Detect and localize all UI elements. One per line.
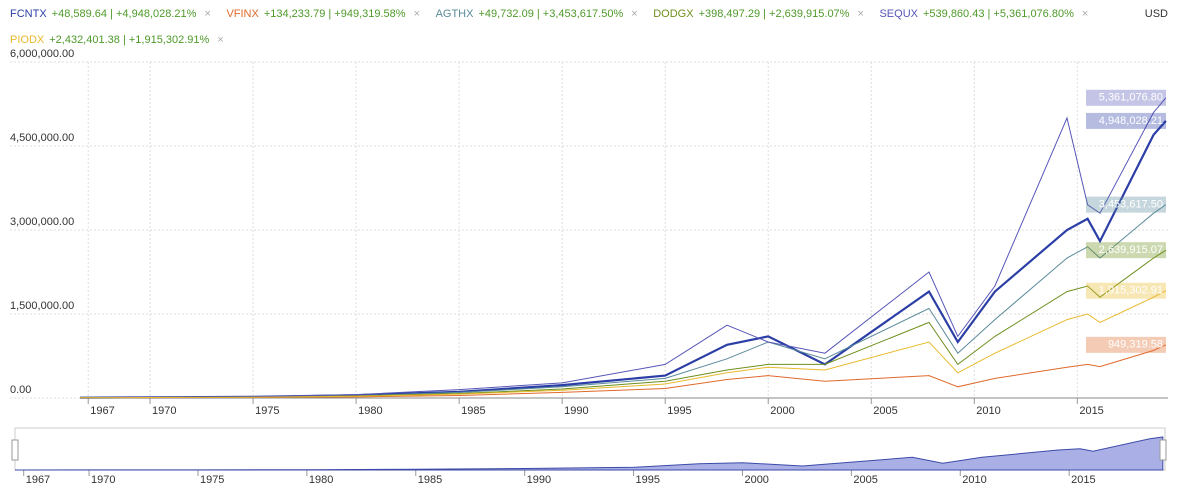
x-tick-label: 1990 (564, 405, 588, 417)
end-label-bg (1086, 282, 1166, 299)
legend-remove[interactable]: × (631, 8, 637, 20)
x-tick-label: 1995 (667, 405, 691, 417)
y-tick-label: 3,000,000.00 (10, 216, 74, 228)
end-label-bg (1086, 196, 1166, 213)
x-tick-label: 1975 (255, 405, 279, 417)
navigator-handle[interactable] (11, 439, 19, 461)
legend-name[interactable]: AGTHX (436, 8, 475, 20)
end-label: 2,639,915.07 (1099, 244, 1163, 256)
series-line (79, 97, 1167, 399)
legend-name[interactable]: VFINX (226, 8, 259, 20)
legend-stats: +49,732.09 | +3,453,617.50% (478, 8, 623, 20)
end-label-bg (1086, 112, 1166, 129)
legend-stats: +2,432,401.38 | +1,915,302.91% (49, 34, 209, 46)
navigator-tick-label: 2015 (1071, 474, 1095, 486)
x-tick-label: 1970 (152, 405, 176, 417)
legend-stats: +48,589.64 | +4,948,028.21% (52, 8, 197, 20)
end-label-bg (1086, 242, 1166, 259)
series-line (79, 120, 1167, 399)
navigator-tick-label: 1975 (200, 474, 224, 486)
series-line (79, 204, 1167, 399)
navigator-tick-label: 2005 (853, 474, 877, 486)
navigator-area (14, 436, 1164, 471)
legend-stats: +398,497.29 | +2,639,915.07% (699, 8, 850, 20)
legend-remove[interactable]: × (1082, 8, 1088, 20)
legend-remove[interactable]: × (217, 34, 223, 46)
end-label: 1,915,302.91 (1099, 285, 1163, 297)
end-label-bg (1086, 336, 1166, 353)
legend-stats: +539,860.43 | +5,361,076.80% (923, 8, 1074, 20)
legend-name[interactable]: DODGX (653, 8, 694, 20)
y-tick-label: 6,000,000.00 (10, 48, 74, 60)
currency: USD (1145, 8, 1168, 20)
x-tick-label: 2005 (873, 405, 897, 417)
series-line (79, 344, 1167, 399)
end-label: 5,361,076.80 (1099, 92, 1163, 104)
y-tick-label: 4,500,000.00 (10, 132, 74, 144)
legend-stats: +134,233.79 | +949,319.58% (264, 8, 406, 20)
series-line (79, 290, 1167, 399)
legend-name[interactable]: FCNTX (10, 8, 47, 20)
navigator-tick-label: 1995 (636, 474, 660, 486)
y-tick-label: 1,500,000.00 (10, 300, 74, 312)
navigator-tick-label: 2000 (744, 474, 768, 486)
x-tick-label: 2010 (976, 405, 1000, 417)
end-label: 949,319.58 (1108, 339, 1163, 351)
navigator-tick-label: 2010 (962, 474, 986, 486)
end-label-bg (1086, 89, 1166, 106)
x-tick-label: 1967 (90, 405, 114, 417)
x-tick-label: 1985 (461, 405, 485, 417)
end-label: 4,948,028.21 (1099, 115, 1163, 127)
legend-remove[interactable]: × (414, 8, 420, 20)
legend-name[interactable]: SEQUX (879, 8, 918, 20)
navigator-tick-label: 1967 (26, 474, 50, 486)
navigator-tick-label: 1980 (309, 474, 333, 486)
legend-remove[interactable]: × (857, 8, 863, 20)
legend-name[interactable]: PIODX (10, 34, 45, 46)
legend-remove[interactable]: × (204, 8, 210, 20)
y-tick-label: 0.00 (10, 384, 31, 396)
x-tick-label: 2015 (1079, 405, 1103, 417)
x-tick-label: 2000 (770, 405, 794, 417)
x-tick-label: 1980 (358, 405, 382, 417)
navigator-handle[interactable] (1159, 439, 1167, 461)
navigator-tick-label: 1990 (527, 474, 551, 486)
navigator-tick-label: 1970 (91, 474, 115, 486)
end-label: 3,453,617.50 (1099, 199, 1163, 211)
navigator-tick-label: 1985 (418, 474, 442, 486)
series-line (79, 249, 1167, 399)
